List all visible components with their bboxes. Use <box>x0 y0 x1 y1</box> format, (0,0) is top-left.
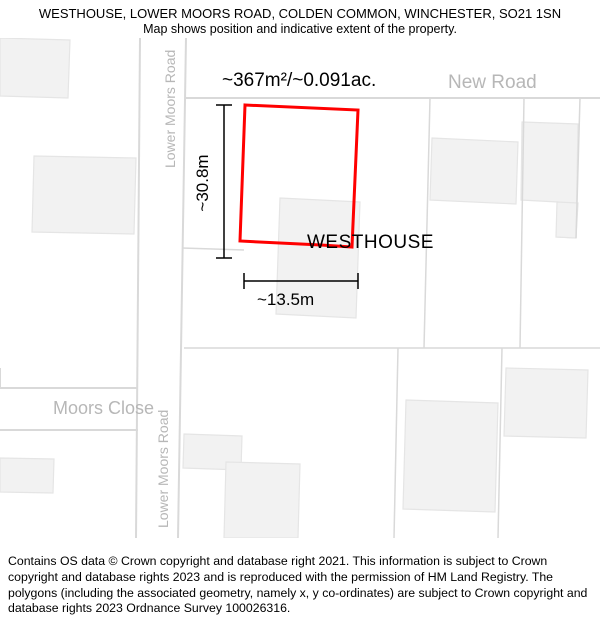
building <box>0 458 54 493</box>
property-map-card: WESTHOUSE, LOWER MOORS ROAD, COLDEN COMM… <box>0 0 600 625</box>
header-subtitle: Map shows position and indicative extent… <box>8 22 592 36</box>
building <box>430 138 518 204</box>
copyright-footer: Contains OS data © Crown copyright and d… <box>0 548 600 625</box>
header: WESTHOUSE, LOWER MOORS ROAD, COLDEN COMM… <box>0 0 600 38</box>
map-canvas: ~367m²/~0.091ac. New Road Moors Close WE… <box>0 38 600 538</box>
building <box>224 462 300 538</box>
map-svg <box>0 38 600 538</box>
building <box>0 38 70 98</box>
road-label-moors-close: Moors Close <box>53 398 154 419</box>
building <box>504 368 588 438</box>
area-label: ~367m²/~0.091ac. <box>222 70 376 92</box>
building <box>556 202 578 238</box>
height-dimension-label: ~30.8m <box>193 154 213 211</box>
property-name-label: WESTHOUSE <box>307 232 434 254</box>
building <box>32 156 136 234</box>
road-label-lower-moors-road-top: Lower Moors Road <box>162 50 178 168</box>
width-dimension-label: ~13.5m <box>257 290 314 310</box>
road-label-lower-moors-road-bottom: Lower Moors Road <box>155 410 171 528</box>
road-label-new-road: New Road <box>448 72 537 94</box>
header-title: WESTHOUSE, LOWER MOORS ROAD, COLDEN COMM… <box>8 6 592 21</box>
building <box>403 400 498 512</box>
